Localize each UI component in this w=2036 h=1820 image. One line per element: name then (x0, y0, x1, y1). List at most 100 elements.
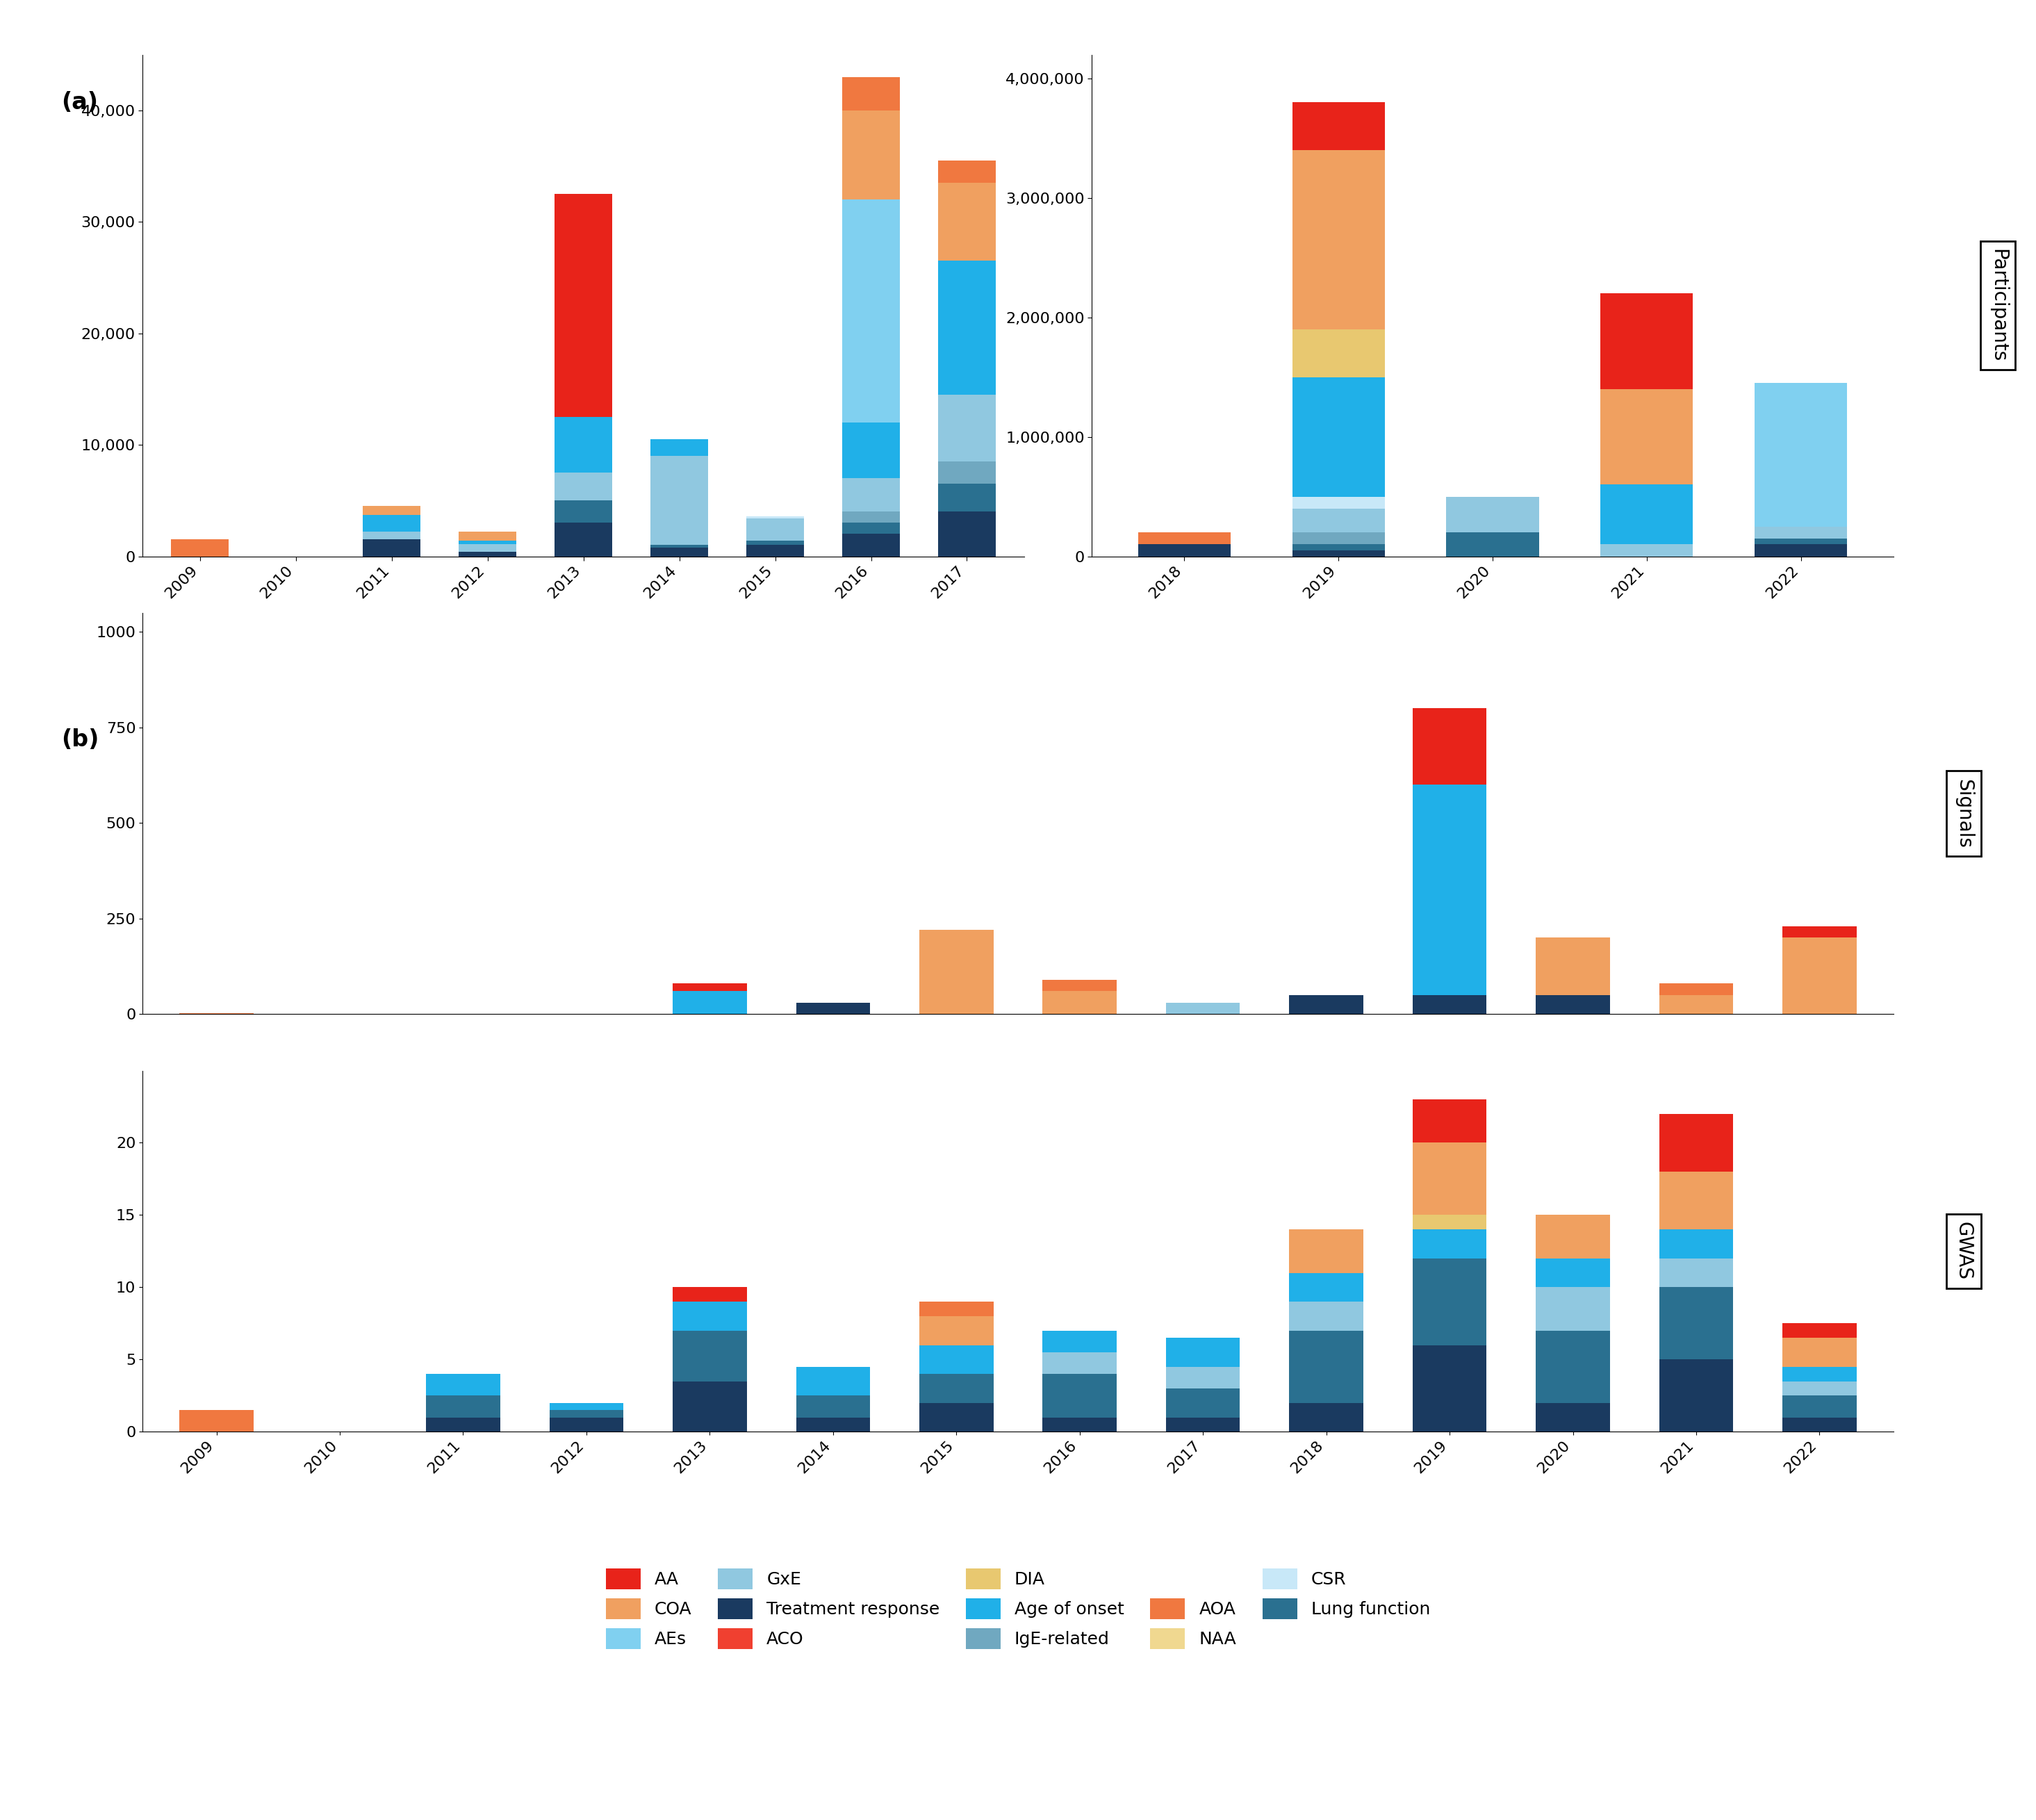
Bar (652, 457, 709, 546)
Bar (1293, 377, 1384, 497)
Bar (939, 160, 996, 182)
Bar (1535, 1403, 1610, 1432)
Bar (1289, 1230, 1364, 1272)
Bar (920, 1301, 994, 1316)
Bar (796, 1003, 869, 1014)
Bar (747, 546, 804, 557)
Bar (1293, 151, 1384, 329)
Bar (554, 417, 613, 473)
Bar (362, 539, 421, 557)
Bar (1167, 1338, 1240, 1367)
Bar (1413, 708, 1486, 784)
Bar (458, 531, 517, 541)
Bar (1755, 539, 1847, 544)
Bar (1755, 544, 1847, 557)
Bar (1138, 544, 1230, 557)
Text: Signals: Signals (1955, 779, 1973, 848)
Bar (554, 473, 613, 501)
Legend: AA, COA, AEs, GxE, Treatment response, ACO, DIA, Age of onset, IgE-related, , AO: AA, COA, AEs, GxE, Treatment response, A… (607, 1569, 1429, 1649)
Bar (1535, 1330, 1610, 1403)
Bar (1042, 1352, 1116, 1374)
Bar (1755, 526, 1847, 539)
Bar (1413, 1143, 1486, 1216)
Bar (1782, 1338, 1857, 1367)
Bar (1600, 544, 1694, 557)
Bar (1659, 1287, 1733, 1360)
Bar (672, 1287, 747, 1301)
Bar (179, 1411, 254, 1432)
Bar (939, 260, 996, 395)
Bar (1167, 1389, 1240, 1418)
Bar (747, 541, 804, 546)
Bar (843, 422, 900, 479)
Bar (1659, 1258, 1733, 1287)
Bar (1535, 1287, 1610, 1330)
Bar (1293, 544, 1384, 550)
Bar (1782, 1418, 1857, 1432)
Bar (920, 1316, 994, 1345)
Bar (362, 515, 421, 531)
Bar (1782, 937, 1857, 1014)
Bar (939, 182, 996, 260)
Bar (939, 511, 996, 557)
Bar (939, 462, 996, 484)
Bar (1289, 1330, 1364, 1403)
Bar (554, 195, 613, 417)
Text: GWAS: GWAS (1955, 1221, 1973, 1279)
Bar (550, 1411, 623, 1418)
Bar (1755, 382, 1847, 526)
Bar (672, 1330, 747, 1381)
Bar (1293, 497, 1384, 508)
Bar (1446, 533, 1539, 557)
Bar (920, 1345, 994, 1374)
Bar (652, 439, 709, 457)
Bar (362, 531, 421, 539)
Bar (920, 1403, 994, 1432)
Bar (1782, 926, 1857, 937)
Bar (1535, 996, 1610, 1014)
Bar (1413, 784, 1486, 996)
Bar (843, 533, 900, 557)
Bar (1782, 1396, 1857, 1418)
Bar (1659, 1230, 1733, 1258)
Bar (939, 484, 996, 511)
Bar (1413, 1345, 1486, 1432)
Bar (939, 395, 996, 462)
Bar (458, 551, 517, 557)
Bar (1167, 1418, 1240, 1432)
Bar (1042, 1330, 1116, 1352)
Bar (652, 548, 709, 557)
Bar (1293, 550, 1384, 557)
Bar (1782, 1323, 1857, 1338)
Bar (796, 1367, 869, 1396)
Text: (b): (b) (61, 728, 100, 752)
Bar (843, 511, 900, 522)
Bar (1446, 497, 1539, 533)
Bar (1782, 1367, 1857, 1381)
Bar (1413, 1216, 1486, 1230)
Bar (1293, 329, 1384, 377)
Bar (1413, 996, 1486, 1014)
Bar (843, 76, 900, 111)
Bar (1167, 1003, 1240, 1014)
Bar (843, 522, 900, 533)
Bar (1042, 979, 1116, 992)
Bar (1042, 992, 1116, 1014)
Bar (1293, 102, 1384, 151)
Bar (1413, 1230, 1486, 1258)
Bar (1659, 983, 1733, 996)
Bar (550, 1418, 623, 1432)
Bar (1138, 533, 1230, 544)
Bar (362, 506, 421, 515)
Bar (1042, 1418, 1116, 1432)
Bar (1289, 1403, 1364, 1432)
Bar (1600, 484, 1694, 544)
Bar (458, 541, 517, 544)
Text: (a): (a) (61, 91, 98, 115)
Bar (1042, 1374, 1116, 1418)
Bar (1293, 533, 1384, 544)
Bar (672, 1301, 747, 1330)
Bar (1659, 1172, 1733, 1230)
Bar (458, 544, 517, 551)
Bar (1413, 1258, 1486, 1345)
